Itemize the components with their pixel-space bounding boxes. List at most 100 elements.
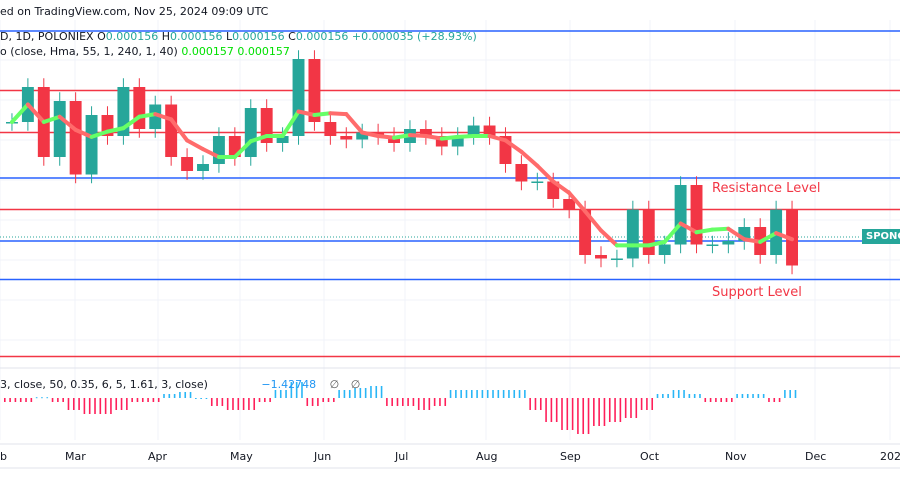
hma-segment: [599, 228, 619, 248]
hma-segment: [503, 138, 524, 154]
hma-segment: [392, 133, 412, 140]
histogram-bar: [94, 398, 96, 414]
histogram-bar: [741, 394, 744, 398]
histogram-bar: [396, 398, 399, 406]
published-note: ed on TradingView.com, Nov 25, 2024 09:0…: [0, 5, 269, 18]
oscillator-name: 3, close, 50, 0.35, 6, 5, 1.61, 3, close…: [0, 378, 208, 391]
candle-body: [722, 241, 735, 245]
x-tick-label: Apr: [148, 450, 168, 463]
candle-body: [133, 87, 146, 129]
histogram-bar: [354, 388, 356, 398]
indicator-name: o (close, Hma, 55, 1, 240, 1, 40): [0, 45, 178, 58]
histogram-bar: [513, 390, 516, 398]
histogram-bar: [163, 394, 165, 398]
candle-body: [690, 185, 703, 245]
histogram-bar: [492, 390, 494, 398]
histogram-bar: [417, 398, 420, 410]
candle-body: [467, 125, 480, 136]
indicator-value-2: 0.000157: [237, 45, 290, 58]
candle-body: [483, 125, 496, 136]
histogram-bar: [529, 398, 531, 410]
histogram-bar: [285, 390, 287, 398]
histogram-bar: [651, 398, 654, 410]
candle-body: [451, 136, 464, 147]
x-tick-label: Mar: [65, 450, 86, 463]
histogram-bar: [470, 390, 473, 398]
oscillator-legend: 3, close, 50, 0.35, 6, 5, 1.61, 3, close…: [0, 378, 360, 391]
hma-segment: [646, 239, 667, 248]
histogram-bar: [370, 386, 372, 398]
histogram-bar: [205, 398, 208, 399]
x-tick-label: Jul: [395, 450, 409, 463]
histogram-bar: [646, 398, 648, 410]
hma-segment: [185, 138, 205, 152]
candle-body: [276, 136, 289, 143]
histogram-bar: [57, 398, 59, 402]
histogram-bar: [4, 398, 6, 402]
histogram-bar: [62, 398, 64, 402]
histogram-bar: [269, 398, 271, 402]
histogram-bar: [789, 390, 791, 398]
histogram-bar: [200, 398, 202, 399]
histogram-bar: [587, 398, 590, 434]
candle-body: [244, 108, 257, 157]
histogram-bar: [46, 397, 49, 399]
histogram-bar: [317, 398, 319, 406]
histogram-bar: [465, 390, 468, 398]
histogram-bar: [693, 394, 696, 398]
candle-body: [531, 181, 544, 183]
hma-segment: [41, 114, 62, 124]
x-tick-label: Dec: [805, 450, 827, 463]
close-value: 0.000156: [295, 30, 349, 43]
histogram-bar: [391, 398, 393, 406]
histogram-bar: [402, 398, 404, 406]
histogram-bar: [364, 388, 367, 398]
open-label: O: [97, 30, 106, 43]
hma-segment: [455, 134, 476, 139]
hma-segment: [201, 147, 221, 159]
histogram-bar: [534, 398, 537, 410]
hma-segment: [105, 126, 126, 134]
histogram-bar: [301, 382, 303, 398]
hma-segment: [312, 111, 333, 117]
histogram-bar: [152, 398, 155, 402]
hma-segment: [774, 231, 795, 242]
hma-segment: [726, 226, 747, 242]
hma-segment: [742, 237, 763, 244]
histogram-bar: [189, 392, 192, 398]
high-label: H: [161, 30, 171, 43]
histogram-bar: [110, 398, 112, 414]
histogram-bar: [455, 390, 457, 398]
histogram-bar: [577, 398, 579, 434]
histogram-bar: [566, 398, 569, 430]
histogram-bar: [704, 398, 707, 402]
histogram-bar: [88, 398, 91, 414]
histogram-bar: [19, 398, 22, 402]
histogram-bar: [179, 392, 181, 398]
hma-segment: [153, 112, 174, 122]
histogram-bar: [640, 398, 643, 410]
histogram-bar: [449, 390, 452, 398]
candle-body: [149, 104, 162, 129]
histogram-bar: [561, 398, 563, 430]
hma-segment: [121, 114, 142, 131]
histogram-bar: [656, 394, 659, 398]
histogram-bar: [662, 394, 664, 398]
histogram-bar: [497, 390, 500, 398]
histogram-bar: [773, 398, 776, 402]
candle-body: [117, 87, 130, 136]
histogram-bar: [306, 398, 309, 406]
histogram-bar: [72, 398, 75, 410]
histogram-bar: [667, 394, 669, 398]
histogram-bar: [141, 398, 144, 402]
histogram-bar: [593, 398, 595, 426]
histogram-bar: [619, 398, 622, 422]
candle-body: [419, 129, 432, 136]
histogram-bar: [423, 398, 425, 410]
histogram-bar: [226, 398, 229, 410]
oscillator-value: −1.42748: [261, 378, 317, 391]
hma-segment: [535, 163, 556, 184]
hma-segment: [169, 117, 190, 143]
histogram-bar: [210, 398, 213, 406]
histogram-bar: [518, 390, 521, 398]
